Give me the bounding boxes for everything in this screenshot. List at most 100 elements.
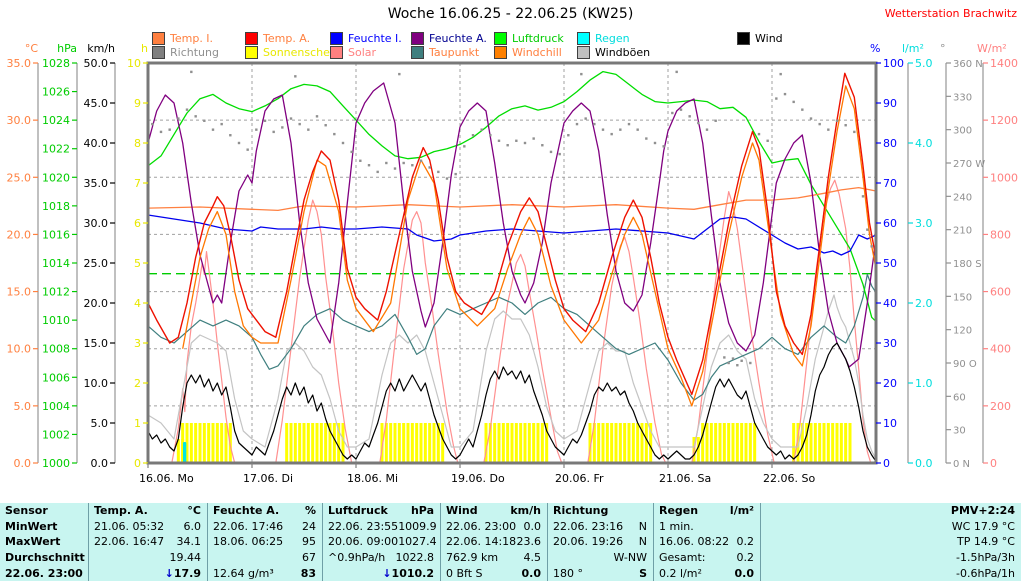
sunshine-bar: [831, 423, 835, 463]
series-richtung-dot: [255, 128, 258, 131]
series-richtung-dot: [575, 122, 579, 126]
sunshine-bar: [792, 423, 796, 463]
series-richtung-dot: [419, 159, 423, 162]
legend-item-richtung: Richtung: [152, 46, 219, 59]
axis-tick-label: 0.0: [91, 457, 109, 470]
series-richtung-dot: [506, 144, 509, 147]
axis-tick-label: 45.0: [84, 97, 109, 110]
sunshine-bar: [380, 423, 384, 463]
axis-tick-label: 1010: [42, 314, 70, 327]
sunshine-bar: [501, 423, 505, 463]
legend-item-label: Sonnenschein: [263, 46, 340, 59]
sunshine-bar: [540, 423, 544, 463]
column-header: Luftdruck hPa: [322, 503, 440, 519]
series-richtung-dot: [324, 124, 327, 127]
table-cell: 12.64 g/m³ 83: [207, 565, 322, 581]
axis-tick-label: 80: [883, 137, 897, 150]
series-richtung-dot: [294, 75, 297, 78]
axis-tick-label: 100: [883, 57, 904, 70]
sunshine-bar: [727, 423, 731, 463]
axis-tick-label: 330: [953, 92, 972, 103]
series-richtung-dot: [263, 119, 267, 122]
x-axis-label: 21.06. Sa: [659, 472, 711, 485]
sunshine-bar: [748, 423, 752, 463]
series-richtung-dot: [731, 357, 735, 360]
axis-tick-label: 30.0: [7, 114, 32, 127]
legend-swatch: [577, 32, 590, 45]
sunshine-bar: [618, 423, 622, 463]
sunshine-bar: [826, 423, 830, 463]
axis-tick-label: 1024: [42, 114, 70, 127]
axis-tick-label: 1026: [42, 86, 70, 99]
legend-item-luftdruck: Luftdruck: [494, 32, 564, 45]
sunshine-bar: [523, 423, 527, 463]
legend-item-feuchte-a-: Feuchte A.: [411, 32, 487, 45]
sunshine-bar: [623, 423, 627, 463]
table-cell: ↓1010.2: [322, 565, 440, 581]
plot-border: [146, 61, 878, 465]
sunshine-bar: [332, 423, 336, 463]
axis-tick-label: 1400: [990, 57, 1018, 70]
axis-unit-label: l/m²: [902, 42, 924, 55]
info-cell: WC 17.9 °C: [760, 518, 1021, 535]
series-richtung-dot: [766, 139, 769, 142]
column-header: Temp. A. °C: [88, 503, 207, 519]
legend-item-label: Regen: [595, 32, 630, 45]
series-richtung-dot: [298, 122, 301, 126]
series-richtung-dot: [866, 228, 869, 231]
series-richtung-dot: [853, 130, 856, 134]
axis-tick-label: 5: [134, 257, 141, 270]
series-richtung-dot: [289, 117, 293, 120]
series-richtung-dot: [471, 134, 475, 137]
series-richtung-dot: [497, 139, 501, 142]
axis-tick-label: 1012: [42, 286, 70, 299]
series-richtung-dot: [480, 128, 483, 131]
axis-tick-label: 25.0: [7, 171, 32, 184]
legend-item-temp-a-: Temp. A.: [245, 32, 310, 45]
sunshine-bar: [536, 423, 540, 463]
series-richtung-dot: [619, 128, 622, 131]
table-cell: 22.06. 16:47 34.1: [88, 534, 207, 550]
series-richtung-dot: [350, 150, 353, 154]
series-richtung-dot: [376, 170, 379, 174]
axis-tick-label: 270 W: [953, 159, 985, 170]
axis-unit-label: %: [870, 42, 880, 55]
axis-tick-label: 400: [990, 343, 1011, 356]
x-axis-label: 20.06. Fr: [555, 472, 604, 485]
axis-tick-label: 1004: [42, 400, 70, 413]
sunshine-bar: [315, 423, 319, 463]
axis-tick-label: 60: [953, 392, 966, 403]
series-richtung-dot: [151, 122, 154, 126]
legend-swatch: [411, 32, 424, 45]
sunshine-bar: [328, 423, 332, 463]
series-richtung-dot: [697, 121, 700, 125]
sunshine-bar: [740, 423, 744, 463]
row-label: Durchschnitt: [5, 551, 85, 565]
legend-swatch: [494, 32, 507, 45]
table-cell: ↓17.9: [88, 565, 207, 581]
sunshine-bar: [848, 423, 852, 463]
series-richtung-dot: [220, 122, 223, 126]
series-richtung-dot: [177, 117, 180, 120]
series-richtung-dot: [411, 164, 414, 167]
series-richtung-dot: [627, 122, 631, 126]
series-richtung-dot: [679, 108, 683, 111]
series-richtung-dot: [307, 128, 310, 131]
series-richtung-dot: [523, 141, 527, 145]
axis-tick-label: 40.0: [84, 137, 109, 150]
table-cell: 67: [207, 549, 322, 566]
sunshine-bar: [714, 423, 718, 463]
sunshine-bar: [597, 423, 601, 463]
sunshine-bar: [402, 423, 406, 463]
row-label: MinWert: [5, 519, 58, 533]
sunshine-bar: [839, 423, 843, 463]
sunshine-bar: [610, 423, 614, 463]
sunshine-bar: [588, 423, 592, 463]
legend-item-sonnenschein: Sonnenschein: [245, 46, 340, 59]
axis-tick-label: 360 N: [953, 59, 983, 70]
axis-tick-label: 3: [134, 337, 141, 350]
axis-tick-label: 1016: [42, 228, 70, 241]
axis-tick-label: 70: [883, 177, 897, 190]
sunshine-bar: [393, 423, 397, 463]
legend-item-label: Temp. A.: [263, 32, 311, 45]
